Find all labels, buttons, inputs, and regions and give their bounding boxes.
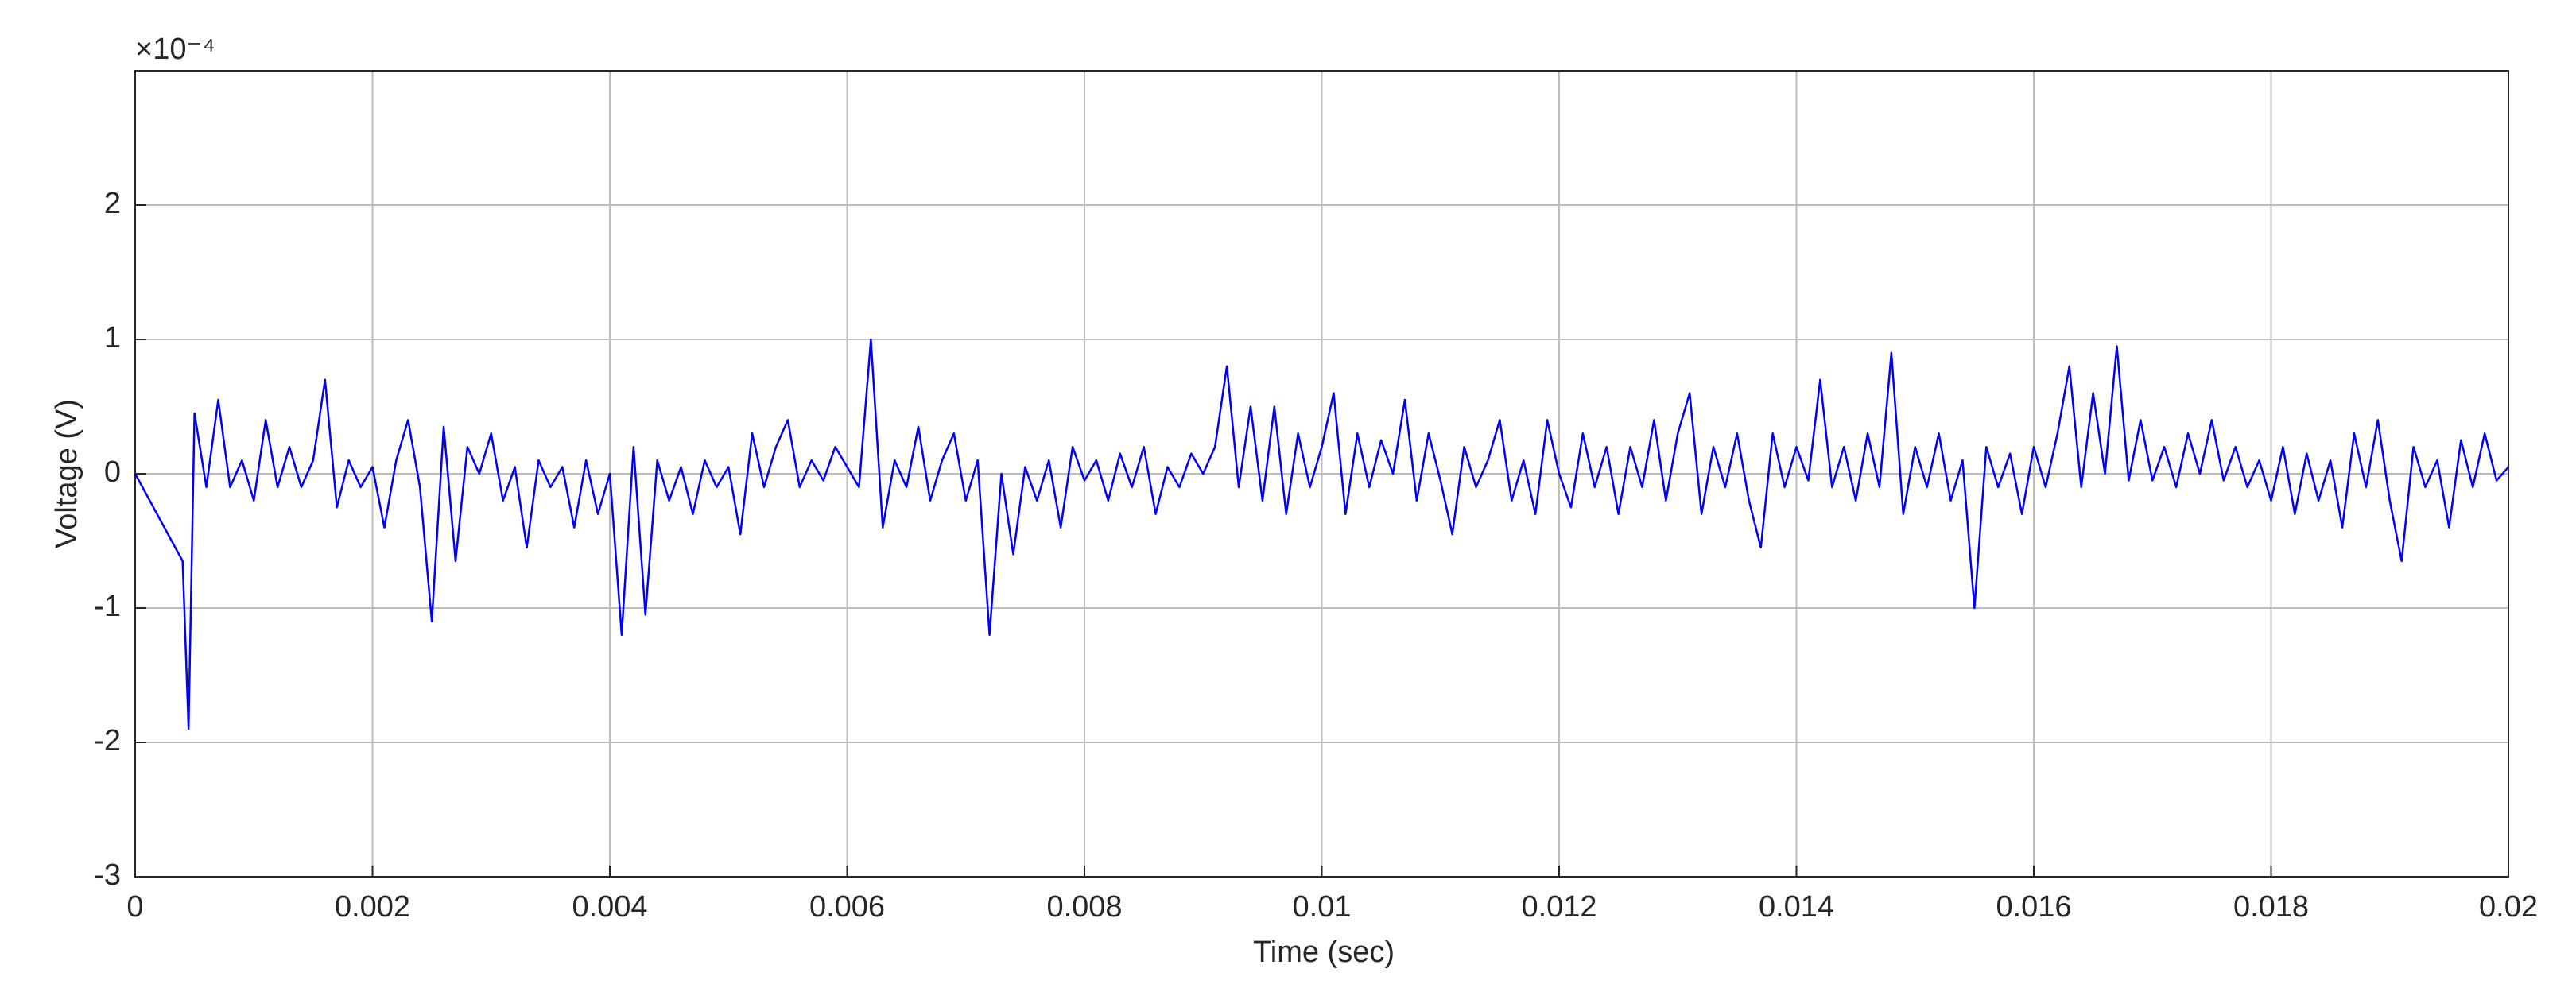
- y-tick-label: 2: [104, 187, 121, 220]
- x-axis-label: Time (sec): [1253, 936, 1395, 969]
- y-tick-label: -3: [94, 858, 121, 892]
- y-axis-label: Voltage (V): [50, 399, 83, 548]
- y-tick-label: 0: [104, 455, 121, 489]
- x-tick-label: 0.004: [572, 890, 647, 924]
- y-exponent: ×10⁻⁴: [135, 33, 215, 66]
- x-tick-label: 0.012: [1521, 890, 1596, 924]
- x-tick-label: 0: [126, 890, 143, 924]
- x-tick-label: 0.02: [2479, 890, 2538, 924]
- y-tick-label: 1: [104, 321, 121, 355]
- x-tick-label: 0.002: [335, 890, 410, 924]
- y-tick-label: -2: [94, 724, 121, 758]
- x-tick-label: 0.006: [809, 890, 885, 924]
- x-tick-label: 0.008: [1046, 890, 1122, 924]
- x-tick-label: 0.01: [1293, 890, 1352, 924]
- data-line: [134, 338, 2509, 730]
- y-tick-label: -1: [94, 590, 121, 623]
- x-tick-label: 0.016: [1996, 890, 2071, 924]
- x-tick-label: 0.018: [2233, 890, 2309, 924]
- x-tick-label: 0.014: [1759, 890, 1834, 924]
